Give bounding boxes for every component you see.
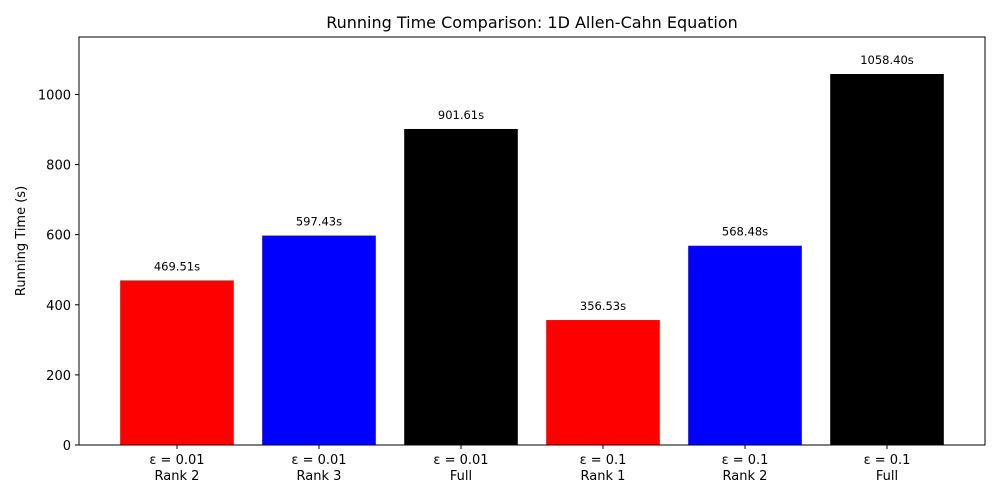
- bar: [404, 128, 518, 446]
- x-tick-label: ε = 0.1 Rank 2: [721, 453, 769, 484]
- y-axis-label: Running Time (s): [14, 186, 29, 296]
- chart-title: Running Time Comparison: 1D Allen-Cahn E…: [326, 13, 738, 32]
- value-label: 356.53s: [580, 299, 626, 313]
- bar: [546, 320, 660, 445]
- value-label: 901.61s: [438, 108, 484, 122]
- y-tick-label: 1000: [38, 88, 71, 103]
- x-tick-label: ε = 0.01 Rank 2: [149, 453, 205, 484]
- x-tick-label: ε = 0.01 Full: [433, 453, 489, 484]
- plot-frame: [78, 36, 986, 446]
- x-tick-label: ε = 0.1 Full: [863, 453, 911, 484]
- bar: [262, 235, 376, 445]
- bar: [120, 280, 234, 445]
- bar: [688, 245, 802, 445]
- value-label: 1058.40s: [860, 53, 914, 67]
- value-label: 597.43s: [296, 215, 342, 229]
- bar: [830, 74, 944, 445]
- y-tick-label: 200: [46, 369, 71, 384]
- value-label: 469.51s: [154, 259, 200, 273]
- x-tick-label: ε = 0.1 Rank 1: [579, 453, 627, 484]
- y-tick-label: 600: [46, 229, 71, 244]
- y-tick-label: 0: [63, 439, 71, 454]
- x-tick-label: ε = 0.01 Rank 3: [291, 453, 347, 484]
- value-label: 568.48s: [722, 225, 768, 239]
- y-tick-label: 800: [46, 159, 71, 174]
- y-tick-label: 400: [46, 299, 71, 314]
